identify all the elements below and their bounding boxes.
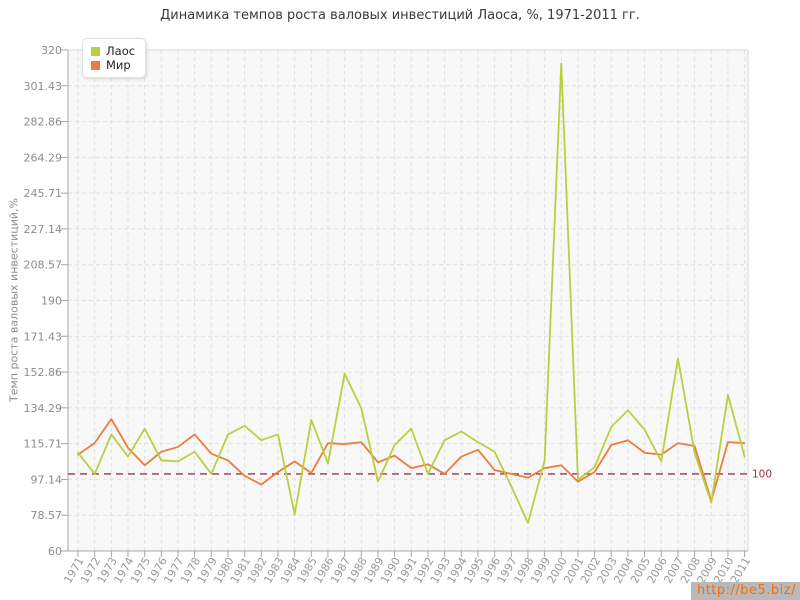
laos-swatch-icon [91, 46, 100, 56]
legend-item-world: Мир [91, 58, 135, 72]
svg-text:60: 60 [48, 545, 62, 558]
svg-text:208.57: 208.57 [24, 259, 63, 272]
svg-text:245.71: 245.71 [24, 187, 63, 200]
svg-text:78.57: 78.57 [31, 509, 63, 522]
x-tick-labels: 1971197219731974197519761977197819791980… [61, 555, 753, 586]
svg-text:227.14: 227.14 [24, 223, 63, 236]
svg-text:115.71: 115.71 [24, 438, 63, 451]
chart-title: Динамика темпов роста валовых инвестиций… [160, 8, 640, 23]
svg-text:152.86: 152.86 [24, 366, 63, 379]
svg-text:100: 100 [752, 468, 772, 480]
svg-text:320: 320 [41, 44, 62, 57]
world-swatch-icon [91, 60, 100, 70]
svg-text:301.43: 301.43 [24, 80, 63, 93]
svg-text:264.29: 264.29 [24, 151, 63, 164]
y-axis-title: Темп роста валовых инвестиций,% [7, 198, 21, 402]
svg-text:171.43: 171.43 [24, 330, 63, 343]
laos-line [77, 62, 746, 524]
svg-text:97.14: 97.14 [31, 473, 63, 486]
watermark: http://be5.biz/ [690, 582, 800, 600]
reference-line-100: 100 [68, 468, 772, 480]
svg-text:190: 190 [41, 295, 62, 308]
chart-legend: Лаос Мир [82, 38, 147, 78]
svg-text:134.29: 134.29 [24, 402, 63, 415]
svg-text:282.86: 282.86 [24, 116, 63, 129]
axes [61, 49, 749, 557]
legend-item-laos: Лаос [91, 44, 135, 58]
y-tick-labels: 320 301.43 282.86 264.29 245.71 227.14 208.57 1… [24, 44, 63, 558]
legend-label-world: Мир [106, 58, 131, 72]
world-line [77, 418, 746, 502]
legend-label-laos: Лаос [106, 44, 136, 58]
